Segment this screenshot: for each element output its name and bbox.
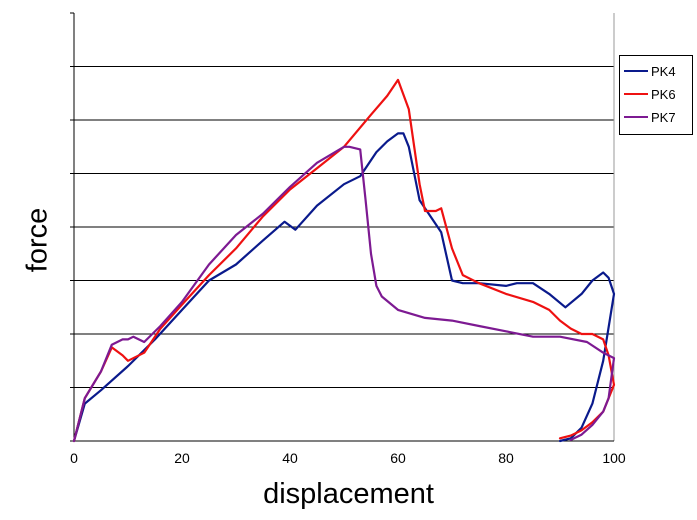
- x-tick-label-80: 80: [498, 450, 514, 466]
- x-tick-labels: 0 20 40 60 80 100: [70, 450, 626, 466]
- legend-swatch-pk4: [624, 70, 648, 72]
- legend-label-pk6: PK6: [651, 86, 676, 102]
- x-tick-label-40: 40: [282, 450, 298, 466]
- axes: [70, 12, 615, 442]
- x-tick-label-20: 20: [174, 450, 190, 466]
- series-line-pk6: [72, 78, 616, 443]
- legend-label-pk4: PK4: [651, 63, 676, 79]
- x-tick-label-60: 60: [390, 450, 406, 466]
- y-axis-label: force: [21, 207, 54, 273]
- x-axis-label: displacement: [263, 478, 434, 510]
- x-tick-label-0: 0: [70, 450, 78, 466]
- legend-item-pk4: PK4: [624, 62, 676, 80]
- legend-label-pk7: PK7: [651, 109, 676, 125]
- series-line-pk4: [72, 132, 616, 443]
- series-lines: [72, 78, 616, 443]
- series-line-pk7: [72, 145, 616, 443]
- legend-item-pk6: PK6: [624, 85, 676, 103]
- x-tick-label-100: 100: [602, 450, 626, 466]
- legend: PK4 PK6 PK7: [619, 55, 693, 135]
- legend-swatch-pk6: [624, 93, 648, 95]
- legend-item-pk7: PK7: [624, 108, 676, 126]
- gridlines: [74, 66, 614, 388]
- legend-swatch-pk7: [624, 116, 648, 118]
